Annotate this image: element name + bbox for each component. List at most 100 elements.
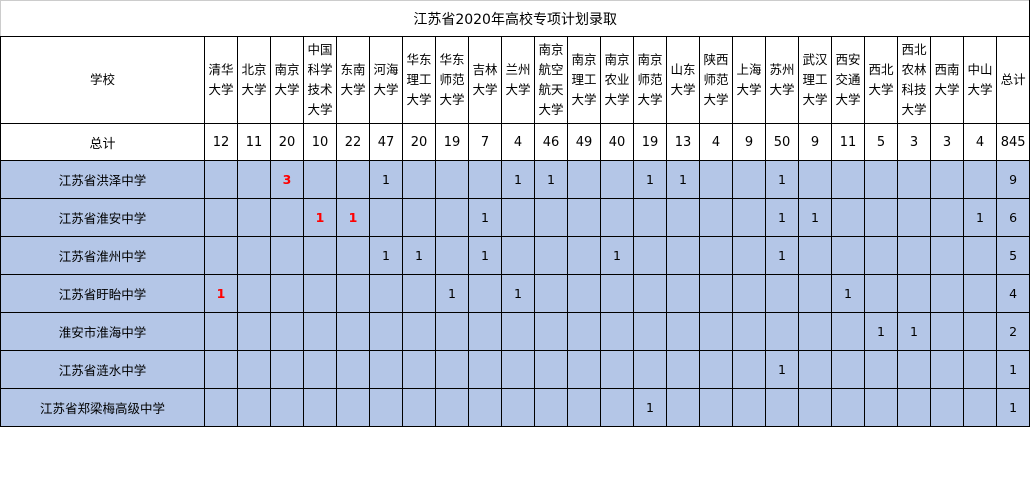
header-university[interactable]: 上海大学 — [732, 36, 766, 124]
count-cell[interactable] — [369, 350, 403, 389]
count-cell[interactable] — [798, 350, 832, 389]
count-cell[interactable] — [732, 312, 766, 351]
count-cell[interactable] — [897, 198, 931, 237]
count-cell[interactable] — [303, 274, 337, 313]
count-cell[interactable]: 1 — [534, 160, 568, 199]
count-cell[interactable]: 1 — [666, 160, 700, 199]
row-total-cell[interactable]: 1 — [995, 388, 1030, 427]
count-cell[interactable] — [567, 388, 601, 427]
count-cell[interactable]: 1 — [798, 198, 832, 237]
total-cell[interactable]: 50 — [765, 123, 799, 161]
total-cell[interactable]: 3 — [897, 123, 931, 161]
count-cell[interactable]: 1 — [402, 236, 436, 275]
school-name-cell[interactable]: 江苏省淮州中学 — [0, 236, 205, 275]
header-total[interactable]: 总计 — [995, 36, 1030, 124]
header-university[interactable]: 陕西师范大学 — [699, 36, 733, 124]
total-cell[interactable]: 10 — [303, 123, 337, 161]
count-cell[interactable] — [732, 274, 766, 313]
count-cell[interactable] — [402, 160, 436, 199]
school-name-cell[interactable]: 江苏省盱眙中学 — [0, 274, 205, 313]
count-cell[interactable] — [930, 198, 964, 237]
row-total-cell[interactable]: 4 — [995, 274, 1030, 313]
header-university[interactable]: 吉林大学 — [468, 36, 502, 124]
count-cell[interactable] — [798, 312, 832, 351]
totals-label[interactable]: 总计 — [0, 123, 205, 161]
count-cell[interactable] — [402, 274, 436, 313]
count-cell[interactable] — [336, 350, 370, 389]
count-cell[interactable] — [864, 388, 898, 427]
count-cell[interactable] — [336, 236, 370, 275]
count-cell[interactable]: 1 — [336, 198, 370, 237]
count-cell[interactable] — [831, 236, 865, 275]
header-university[interactable]: 山东大学 — [666, 36, 700, 124]
count-cell[interactable] — [468, 160, 502, 199]
count-cell[interactable] — [798, 236, 832, 275]
count-cell[interactable] — [864, 160, 898, 199]
count-cell[interactable] — [699, 388, 733, 427]
count-cell[interactable] — [204, 236, 238, 275]
count-cell[interactable] — [930, 274, 964, 313]
count-cell[interactable] — [468, 350, 502, 389]
count-cell[interactable] — [600, 350, 634, 389]
count-cell[interactable] — [534, 312, 568, 351]
count-cell[interactable] — [897, 274, 931, 313]
count-cell[interactable]: 1 — [765, 160, 799, 199]
count-cell[interactable] — [633, 198, 667, 237]
total-cell[interactable]: 19 — [633, 123, 667, 161]
count-cell[interactable] — [699, 160, 733, 199]
count-cell[interactable] — [864, 350, 898, 389]
count-cell[interactable] — [831, 388, 865, 427]
count-cell[interactable] — [369, 388, 403, 427]
count-cell[interactable] — [336, 160, 370, 199]
header-university[interactable]: 南京农业大学 — [600, 36, 634, 124]
count-cell[interactable] — [600, 160, 634, 199]
count-cell[interactable] — [237, 274, 271, 313]
count-cell[interactable]: 1 — [204, 274, 238, 313]
count-cell[interactable] — [798, 274, 832, 313]
count-cell[interactable]: 1 — [303, 198, 337, 237]
count-cell[interactable] — [699, 350, 733, 389]
count-cell[interactable]: 1 — [633, 160, 667, 199]
count-cell[interactable] — [864, 198, 898, 237]
count-cell[interactable] — [534, 236, 568, 275]
count-cell[interactable] — [369, 312, 403, 351]
count-cell[interactable] — [897, 350, 931, 389]
count-cell[interactable] — [204, 350, 238, 389]
count-cell[interactable] — [270, 350, 304, 389]
count-cell[interactable] — [666, 388, 700, 427]
total-cell[interactable]: 13 — [666, 123, 700, 161]
header-university[interactable]: 华东理工大学 — [402, 36, 436, 124]
header-university[interactable]: 北京大学 — [237, 36, 271, 124]
count-cell[interactable] — [534, 198, 568, 237]
count-cell[interactable] — [963, 350, 997, 389]
header-university[interactable]: 中山大学 — [963, 36, 997, 124]
count-cell[interactable] — [402, 312, 436, 351]
count-cell[interactable] — [369, 274, 403, 313]
count-cell[interactable] — [600, 274, 634, 313]
row-total-cell[interactable]: 2 — [995, 312, 1030, 351]
count-cell[interactable]: 1 — [633, 388, 667, 427]
count-cell[interactable] — [963, 236, 997, 275]
count-cell[interactable] — [831, 198, 865, 237]
count-cell[interactable] — [402, 198, 436, 237]
count-cell[interactable] — [633, 236, 667, 275]
total-cell[interactable]: 22 — [336, 123, 370, 161]
count-cell[interactable]: 1 — [765, 198, 799, 237]
school-name-cell[interactable]: 江苏省洪泽中学 — [0, 160, 205, 199]
total-cell[interactable]: 12 — [204, 123, 238, 161]
total-cell[interactable]: 5 — [864, 123, 898, 161]
count-cell[interactable] — [666, 198, 700, 237]
count-cell[interactable] — [897, 388, 931, 427]
header-university[interactable]: 南京师范大学 — [633, 36, 667, 124]
total-cell[interactable]: 9 — [798, 123, 832, 161]
count-cell[interactable] — [765, 274, 799, 313]
header-university[interactable]: 华东师范大学 — [435, 36, 469, 124]
total-cell[interactable]: 4 — [963, 123, 997, 161]
total-cell[interactable]: 7 — [468, 123, 502, 161]
header-university[interactable]: 兰州大学 — [501, 36, 535, 124]
header-university[interactable]: 西北农林科技大学 — [897, 36, 931, 124]
count-cell[interactable] — [600, 312, 634, 351]
count-cell[interactable]: 1 — [468, 236, 502, 275]
count-cell[interactable] — [666, 236, 700, 275]
count-cell[interactable]: 1 — [831, 274, 865, 313]
